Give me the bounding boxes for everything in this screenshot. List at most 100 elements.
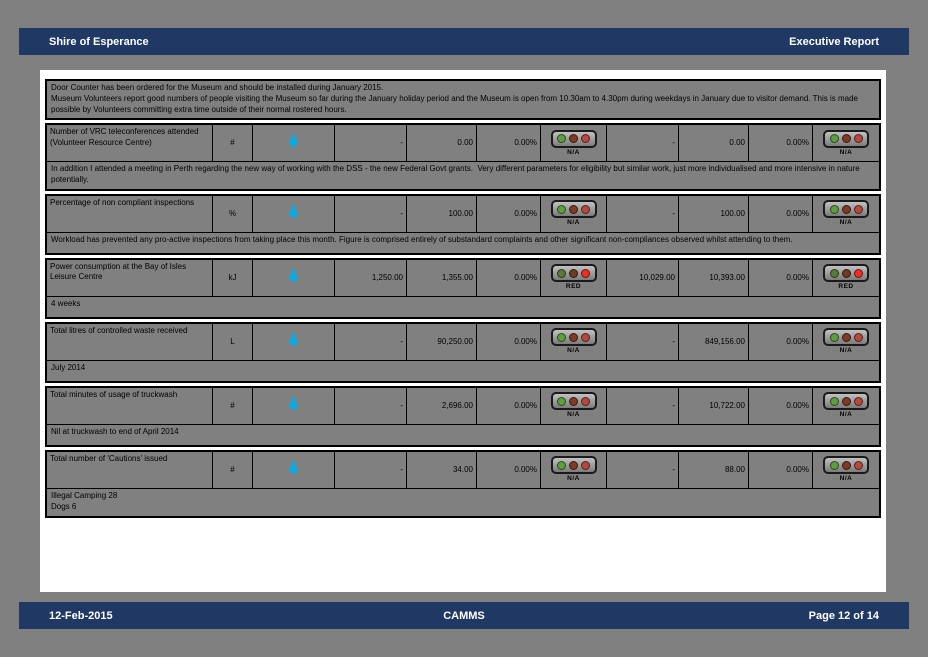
trend-cell: [253, 323, 335, 360]
metric-row: Total minutes of usage of truckwash # -2,6…: [47, 387, 879, 425]
ytd-variance-percent: 0.00%: [749, 125, 813, 162]
ytd-actual-value: 10,722.00: [679, 387, 749, 424]
traffic-light-icon: [550, 328, 597, 347]
trend-down-arrow-icon: [288, 397, 299, 414]
traffic-light-dot-amber: [569, 134, 578, 144]
report-table: Door Counter has been ordered for the Mu…: [45, 79, 881, 518]
organisation-title: Shire of Esperance: [49, 35, 149, 48]
month-variance-percent: 0.00%: [477, 125, 541, 162]
traffic-light-label: N/A: [567, 347, 580, 355]
metric-row: Total litres of controlled waste receive…: [47, 323, 879, 361]
traffic-light-na: N/A: [550, 328, 597, 355]
traffic-light-dot-amber: [569, 268, 578, 278]
ytd-status-cell: N/A: [813, 125, 879, 161]
trend-cell: [253, 125, 335, 162]
traffic-light-dot-green: [557, 204, 566, 214]
trend-cell: [253, 451, 335, 488]
month-status-cell: N/A: [541, 387, 607, 424]
traffic-light-dot-amber: [841, 134, 851, 144]
month-status-cell: N/A: [541, 125, 607, 162]
metric-unit: #: [213, 451, 253, 488]
ytd-status-cell: RED: [813, 260, 879, 296]
traffic-light-dot-green: [557, 460, 566, 470]
traffic-light-icon: [550, 129, 597, 148]
metric-row: Total number of 'Cautions' issued # -34.00…: [47, 451, 879, 489]
traffic-light-na: N/A: [550, 392, 597, 419]
ytd-variance-percent: 0.00%: [749, 387, 813, 424]
month-target-value: 1,250.00: [335, 259, 407, 296]
traffic-light-dot-amber: [841, 332, 851, 342]
metric-group: Total minutes of usage of truckwash # -2,6…: [45, 385, 881, 447]
traffic-light-label: N/A: [567, 219, 580, 227]
month-target-value: -: [335, 125, 407, 162]
traffic-light-label: N/A: [839, 219, 853, 227]
metric-name: Percentage of non compliant inspections: [47, 195, 213, 232]
traffic-light-icon: [823, 129, 869, 148]
month-variance-percent: 0.00%: [477, 387, 541, 424]
traffic-light-dot-green: [557, 134, 566, 144]
ytd-variance-percent: 0.00%: [749, 259, 813, 296]
ytd-target-value: -: [607, 451, 679, 488]
traffic-light-label: RED: [838, 283, 854, 291]
traffic-light-dot-amber: [841, 460, 851, 470]
month-actual-value: 0.00: [407, 125, 477, 162]
metric-row: Number of VRC teleconferences attended (…: [47, 125, 879, 163]
ytd-actual-value: 10,393.00: [679, 259, 749, 296]
month-actual-value: 90,250.00: [407, 323, 477, 360]
month-status-cell: RED: [541, 259, 607, 296]
traffic-light-label: N/A: [567, 411, 580, 419]
trend-down-arrow-icon: [288, 333, 299, 350]
traffic-light-label: N/A: [839, 148, 853, 156]
traffic-light-dot-amber: [841, 204, 851, 214]
metric-group: Total litres of controlled waste receive…: [45, 321, 881, 383]
traffic-light-dot-green: [829, 134, 839, 144]
ytd-target-value: -: [607, 323, 679, 360]
traffic-light-dot-amber: [569, 204, 578, 214]
ytd-actual-value: 100.00: [679, 195, 749, 232]
month-variance-percent: 0.00%: [477, 195, 541, 232]
traffic-light-na: N/A: [823, 392, 869, 419]
metric-name: Number of VRC teleconferences attended (…: [47, 125, 213, 162]
ytd-variance-percent: 0.00%: [749, 451, 813, 488]
traffic-light-icon: [550, 392, 597, 411]
month-status-cell: N/A: [541, 451, 607, 488]
traffic-light-label: N/A: [839, 347, 853, 355]
month-variance-percent: 0.00%: [477, 323, 541, 360]
metric-name: Total litres of controlled waste receive…: [47, 323, 213, 360]
month-target-value: -: [335, 195, 407, 232]
report-page: Door Counter has been ordered for the Mu…: [40, 70, 886, 592]
traffic-light-label: N/A: [567, 475, 580, 483]
traffic-light-dot-amber: [841, 396, 851, 406]
metric-unit: kJ: [213, 259, 253, 296]
traffic-light-dot-green: [557, 268, 566, 278]
metric-name: Power consumption at the Bay of Isles Le…: [47, 259, 213, 296]
metric-group: Power consumption at the Bay of Isles Le…: [45, 257, 881, 319]
ytd-target-value: -: [607, 125, 679, 162]
ytd-actual-value: 88.00: [679, 451, 749, 488]
metric-unit: #: [213, 387, 253, 424]
traffic-light-dot-amber: [569, 332, 578, 342]
traffic-light-dot-red: [581, 204, 590, 214]
traffic-light-dot-green: [557, 332, 566, 342]
month-actual-value: 100.00: [407, 195, 477, 232]
metric-unit: L: [213, 323, 253, 360]
trend-cell: [253, 259, 335, 296]
traffic-light-red: RED: [550, 264, 597, 291]
traffic-light-label: N/A: [567, 148, 580, 156]
ytd-variance-percent: 0.00%: [749, 195, 813, 232]
traffic-light-dot-green: [557, 396, 566, 406]
traffic-light-dot-amber: [841, 268, 851, 278]
traffic-light-dot-red: [853, 332, 863, 342]
trend-down-arrow-icon: [288, 135, 299, 151]
traffic-light-dot-green: [829, 204, 839, 214]
traffic-light-na: N/A: [550, 456, 597, 483]
traffic-light-icon: [823, 392, 869, 411]
metric-group: Number of VRC teleconferences attended (…: [45, 123, 881, 191]
traffic-light-dot-green: [829, 396, 839, 406]
metric-group: Door Counter has been ordered for the Mu…: [45, 79, 881, 121]
comment-note: Workload has prevented any pro-active in…: [51, 234, 793, 244]
footer-page-number: Page 12 of 14: [808, 609, 879, 622]
trend-cell: [253, 387, 335, 424]
traffic-light-icon: [550, 200, 597, 219]
ytd-status-cell: N/A: [813, 324, 879, 360]
